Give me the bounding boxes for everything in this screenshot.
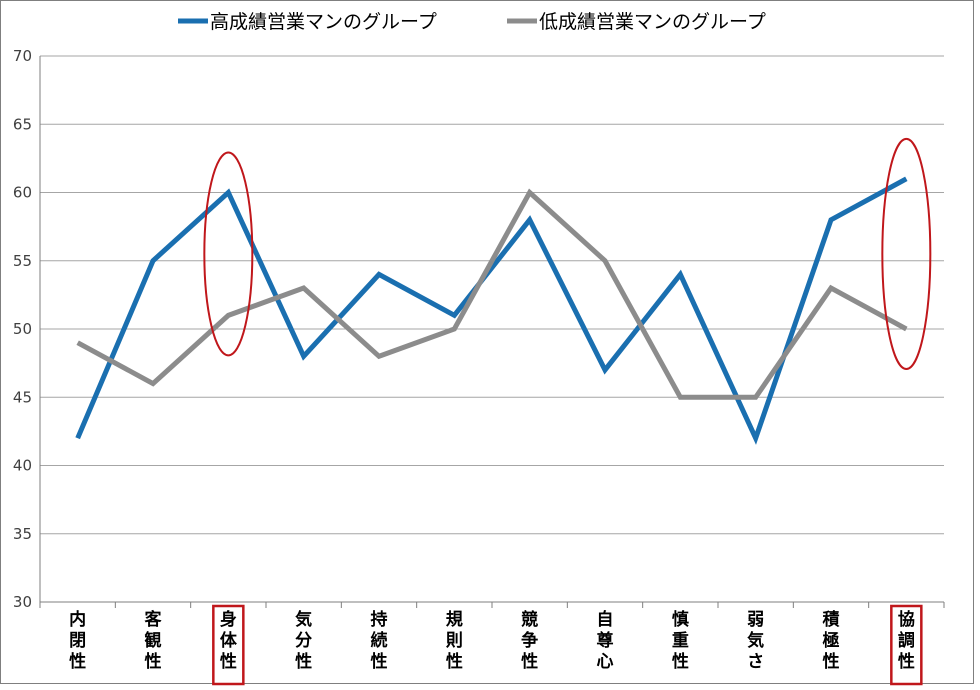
x-category-label: 自尊心 (597, 609, 614, 672)
x-category-label: 競争性 (521, 609, 538, 672)
legend-label: 低成績営業マンのグループ (539, 11, 766, 33)
x-category-label: 規則性 (446, 610, 463, 672)
x-category-label: 内閉性 (69, 609, 86, 672)
series-line-0 (75, 176, 908, 445)
series-line-1 (76, 188, 908, 400)
y-tick-label: 30 (13, 593, 32, 611)
legend-label: 高成績営業マンのグループ (210, 11, 437, 33)
y-tick-label: 55 (13, 252, 32, 270)
highlight-ellipse (881, 137, 932, 370)
category-highlight-box (212, 604, 245, 686)
highlight-ellipse (203, 151, 254, 357)
y-tick-label: 45 (13, 388, 32, 406)
y-tick-label: 35 (13, 525, 32, 543)
y-tick-label: 60 (13, 184, 32, 202)
x-category-label: 身体性 (220, 609, 238, 672)
y-tick-label: 70 (13, 47, 32, 65)
x-category-label: 積極性 (823, 609, 841, 672)
x-category-label: 慎重性 (672, 609, 689, 672)
x-category-label: 持続性 (371, 609, 388, 672)
x-category-label: 気分性 (294, 609, 312, 672)
x-category-label: 協調性 (898, 609, 915, 672)
y-tick-label: 40 (13, 457, 32, 475)
y-tick-label: 65 (13, 115, 32, 133)
x-category-label: 弱気さ (746, 610, 764, 672)
y-tick-label: 50 (13, 320, 32, 338)
x-category-label: 客観性 (144, 609, 163, 672)
category-highlight-box (890, 604, 923, 686)
